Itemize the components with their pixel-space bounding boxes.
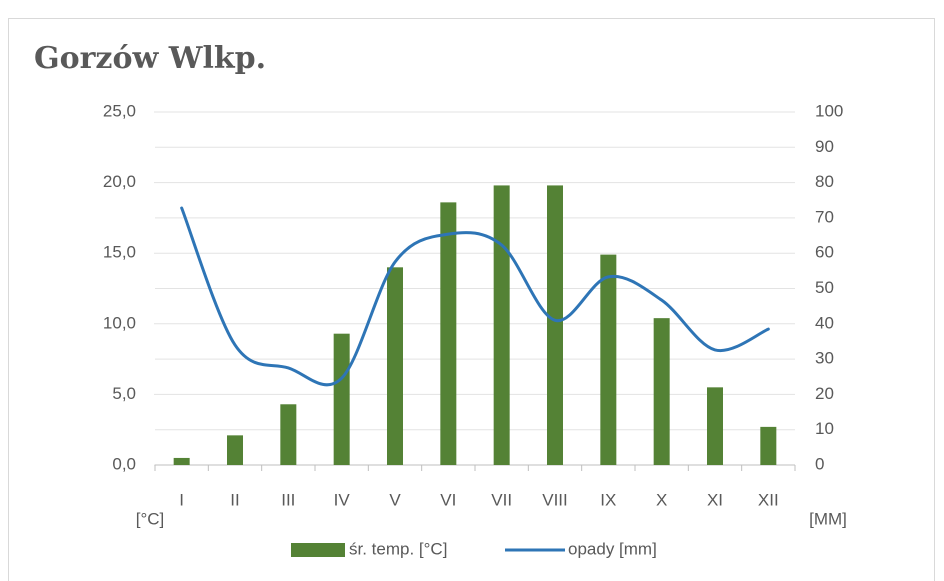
bar: [173, 457, 190, 465]
x-tick-label: II: [230, 490, 239, 509]
y-tick-label: 5,0: [112, 384, 136, 403]
y2-tick-label: 30: [815, 349, 834, 368]
chart-frame: [8, 18, 935, 581]
x-tick-label: IX: [600, 490, 616, 509]
x-tick-label: V: [389, 490, 401, 509]
bar: [600, 254, 617, 465]
x-tick-label: XI: [707, 490, 723, 509]
y2-tick-label: 0: [815, 454, 824, 473]
y2-tick-label: 40: [815, 313, 834, 332]
y-tick-label: 0,0: [112, 454, 136, 473]
y2-tick-label: 60: [815, 243, 834, 262]
y2-tick-label: 70: [815, 207, 834, 226]
bar: [760, 426, 777, 465]
bar: [387, 267, 403, 465]
legend-label: śr. temp. [°C]: [349, 539, 447, 558]
y2-tick-label: 80: [815, 172, 834, 191]
y2-tick-label: 20: [815, 384, 834, 403]
x-tick-label: VI: [440, 490, 456, 509]
chart-title: Gorzów Wlkp.: [34, 41, 266, 76]
x-tick-label: VII: [491, 490, 512, 509]
x-tick-label: IV: [334, 490, 351, 509]
bar: [707, 387, 723, 465]
bar: [227, 435, 243, 465]
y-tick-label: 25,0: [103, 101, 136, 120]
legend-label: opady [mm]: [568, 539, 657, 558]
bar: [653, 318, 670, 465]
y2-tick-label: 90: [815, 137, 834, 156]
y2-tick-label: 50: [815, 278, 834, 297]
x-tick-label: III: [281, 490, 295, 509]
bar: [280, 404, 297, 465]
bar: [493, 185, 510, 465]
y2-axis-label: [MM]: [809, 509, 847, 528]
line: [180, 206, 770, 387]
x-tick-label: XII: [758, 490, 779, 509]
bar: [547, 185, 563, 465]
y-tick-label: 10,0: [103, 313, 136, 332]
x-tick-label: I: [179, 490, 184, 509]
y-tick-label: 15,0: [103, 243, 136, 262]
bar: [333, 333, 350, 465]
y2-tick-label: 10: [815, 419, 834, 438]
y2-tick-label: 100: [815, 101, 843, 120]
y-axis-label: [°C]: [136, 509, 165, 528]
bar: [440, 202, 457, 466]
x-tick-label: X: [656, 490, 667, 509]
y-tick-label: 20,0: [103, 172, 136, 191]
x-tick-label: VIII: [542, 490, 568, 509]
legend-swatch: [291, 543, 345, 557]
